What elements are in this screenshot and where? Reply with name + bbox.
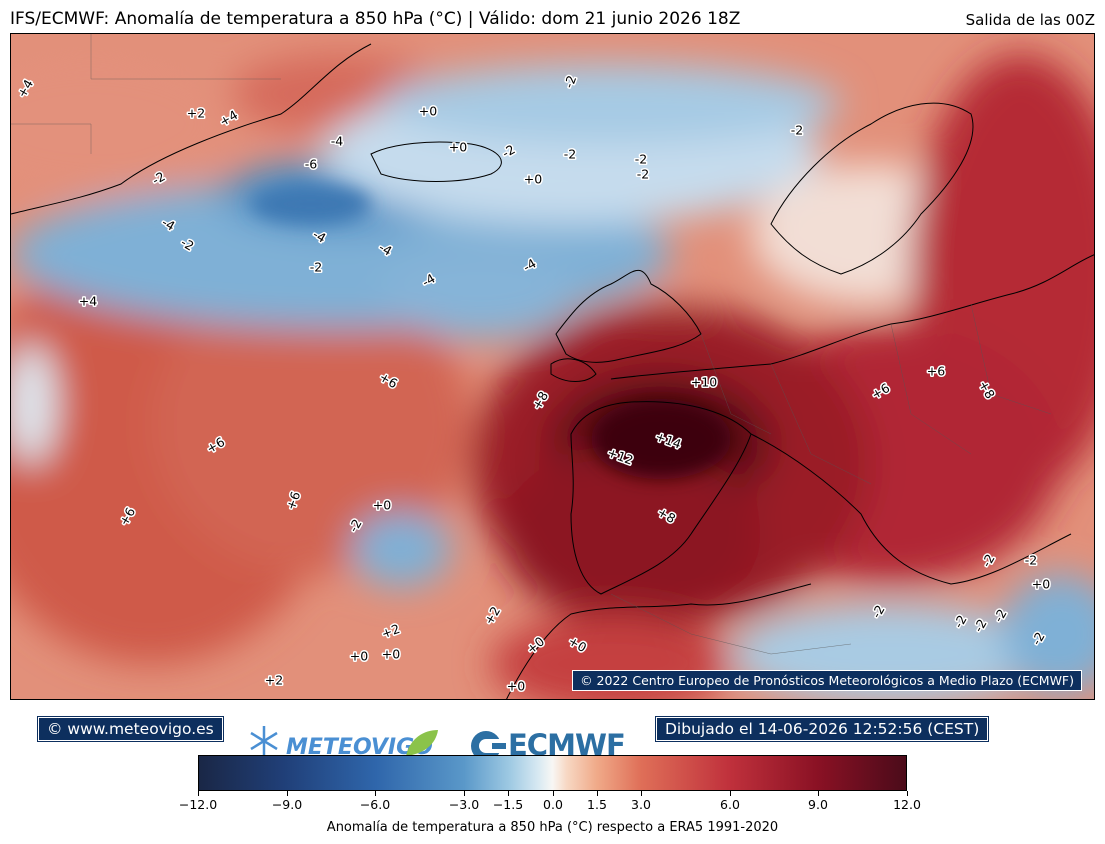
contour-label: +0 bbox=[524, 172, 542, 187]
anomaly-map: +4 +2 +4 +0 -2 -2 -4 +0 -2 -2 -2 -2 -6 -2 +0 -4 -2 -4 -4 -2… bbox=[10, 33, 1095, 700]
colorbar-tick-mark bbox=[641, 791, 642, 796]
colorbar-tick-mark bbox=[508, 791, 509, 796]
contour-label: +4 bbox=[79, 294, 97, 309]
contour-label: +0 bbox=[373, 498, 391, 513]
colorbar-tick-mark bbox=[287, 791, 288, 796]
anomaly-core bbox=[251, 184, 731, 479]
colorbar bbox=[198, 755, 907, 791]
colorbar-tick-label: 9.0 bbox=[808, 797, 828, 812]
colorbar-tick-label: 0.0 bbox=[543, 797, 563, 812]
contour-label: +0 bbox=[419, 104, 437, 119]
colorbar-tick-mark bbox=[553, 791, 554, 796]
colorbar-tick-label: −3.0 bbox=[448, 797, 480, 812]
colorbar-tick-mark bbox=[730, 791, 731, 796]
colorbar-tick-label: 1.5 bbox=[587, 797, 607, 812]
contour-label: +0 bbox=[1032, 577, 1050, 592]
contour-label: +2 bbox=[265, 673, 283, 688]
drawn-timestamp-badge: Dibujado el 14-06-2026 12:52:56 (CEST) bbox=[654, 716, 990, 742]
snowflake-icon bbox=[250, 726, 278, 756]
model-run-label: Salida de las 00Z bbox=[965, 11, 1095, 29]
contour-label: -2 bbox=[637, 167, 649, 182]
contour-label: -6 bbox=[305, 157, 318, 172]
colorbar-tick-mark bbox=[818, 791, 819, 796]
anomaly-map-canvas: +4+2 +4 +0-2-2-4 +0 -2 -2 -2-2-6-2 +0-4-2 -4-4-2… bbox=[11, 34, 1094, 699]
contour-label: -2 bbox=[564, 147, 576, 162]
contour-label: +10 bbox=[691, 375, 717, 390]
contour-label: +0 bbox=[350, 649, 368, 664]
contour-label: -2 bbox=[791, 123, 803, 138]
contour-label: +0 bbox=[449, 140, 467, 155]
contour-label: -2 bbox=[635, 152, 647, 167]
ecmwf-copyright-notice: © 2022 Centro Europeo de Pronósticos Met… bbox=[572, 670, 1082, 691]
colorbar-tick-mark bbox=[464, 791, 465, 796]
website-badge: © www.meteovigo.es bbox=[37, 716, 224, 742]
colorbar-label: Anomalía de temperatura a 850 hPa (°C) r… bbox=[326, 820, 779, 835]
colorbar-tick-mark bbox=[198, 791, 199, 796]
contour-label: +2 bbox=[187, 106, 205, 121]
contour-label: +0 bbox=[382, 647, 400, 662]
colorbar-tick-label: −1.5 bbox=[492, 797, 524, 812]
map-title: IFS/ECMWF: Anomalía de temperatura a 850… bbox=[10, 9, 741, 29]
coastlines bbox=[11, 43, 1094, 699]
contour-label: -2 bbox=[1025, 553, 1037, 568]
ecmwf-logo-icon bbox=[471, 731, 508, 761]
colorbar-tick-label: 6.0 bbox=[720, 797, 740, 812]
contour-label: -2 bbox=[310, 260, 322, 275]
country-borders bbox=[11, 34, 1052, 655]
contour-label: +0 bbox=[507, 679, 525, 694]
colorbar-tick-mark bbox=[597, 791, 598, 796]
colorbar-tick-mark bbox=[375, 791, 376, 796]
colorbar-tick-label: −9.0 bbox=[271, 797, 303, 812]
colorbar-tick-label: 3.0 bbox=[631, 797, 651, 812]
colorbar-tick-label: −6.0 bbox=[359, 797, 391, 812]
colorbar-tick-mark bbox=[907, 791, 908, 796]
contour-label: -4 bbox=[331, 134, 344, 149]
leaf-icon bbox=[406, 730, 438, 756]
contour-label: +6 bbox=[927, 364, 945, 379]
colorbar-tick-label: 12.0 bbox=[893, 797, 921, 812]
colorbar-tick-label: −12.0 bbox=[178, 797, 218, 812]
